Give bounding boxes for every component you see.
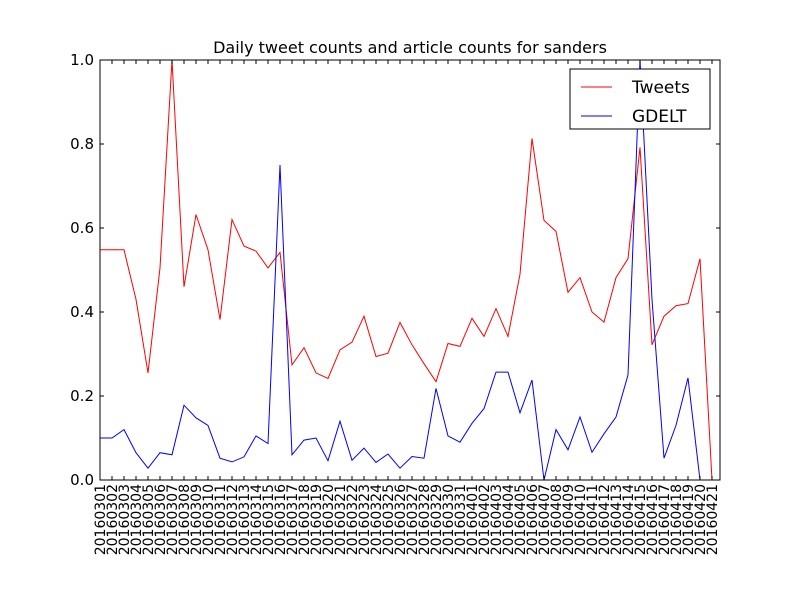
x-tick-label: 20160410 xyxy=(573,484,589,555)
x-tick-label: 20160412 xyxy=(597,484,613,555)
x-tick-label: 20160309 xyxy=(189,484,205,555)
x-tick-label: 20160420 xyxy=(693,484,709,555)
x-tick-label: 20160319 xyxy=(309,484,325,555)
x-tick-label: 20160304 xyxy=(129,484,145,555)
x-tick-label: 20160419 xyxy=(681,484,697,555)
x-tick-label: 20160329 xyxy=(429,484,445,555)
x-tick-label: 20160320 xyxy=(321,484,337,555)
x-tick-label: 20160301 xyxy=(93,484,109,555)
x-tick-label: 20160305 xyxy=(141,484,157,555)
x-tick-label: 20160331 xyxy=(453,484,469,555)
x-tick-label: 20160417 xyxy=(657,484,673,555)
x-tick-label: 20160403 xyxy=(489,484,505,555)
x-tick-label: 20160303 xyxy=(117,484,133,555)
x-tick-label: 20160313 xyxy=(237,484,253,555)
x-tick-label: 20160322 xyxy=(345,484,361,555)
x-tick-label: 20160415 xyxy=(633,484,649,555)
x-tick-label: 20160312 xyxy=(225,484,241,555)
x-tick-label: 20160416 xyxy=(645,484,661,555)
x-tick-label: 20160317 xyxy=(285,484,301,555)
x-tick-label: 20160310 xyxy=(201,484,217,555)
x-tick-label: 20160302 xyxy=(105,484,121,555)
x-tick-label: 20160316 xyxy=(273,484,289,555)
series-line-gdelt xyxy=(100,59,712,481)
x-tick-label: 20160327 xyxy=(405,484,421,555)
x-tick-label: 20160413 xyxy=(609,484,625,555)
x-tick-label: 20160326 xyxy=(393,484,409,555)
x-tick-label: 20160325 xyxy=(381,484,397,555)
chart-title: Daily tweet counts and article counts fo… xyxy=(213,38,607,57)
x-tick-label: 20160411 xyxy=(585,484,601,555)
x-tick-label: 20160311 xyxy=(213,484,229,555)
x-tick-label: 20160404 xyxy=(501,484,517,555)
x-tick-label: 20160306 xyxy=(153,484,169,555)
y-tick-label: 0.4 xyxy=(70,303,94,321)
x-tick-label: 20160323 xyxy=(357,484,373,555)
legend: Tweets GDELT xyxy=(569,68,711,130)
x-tick-label: 20160418 xyxy=(669,484,685,555)
legend-label: Tweets xyxy=(631,78,690,98)
x-tick-label: 20160414 xyxy=(621,484,637,555)
y-tick-label: 0.2 xyxy=(70,387,94,405)
series-line-tweets xyxy=(100,59,713,481)
y-tick-label: 0.0 xyxy=(70,471,94,489)
y-tick-label: 1.0 xyxy=(70,51,94,69)
x-tick-label: 20160330 xyxy=(441,484,457,555)
x-tick-label: 20160307 xyxy=(165,484,181,555)
x-tick-label: 20160318 xyxy=(297,484,313,555)
x-tick-label: 20160407 xyxy=(537,484,553,555)
x-tick-label: 20160402 xyxy=(477,484,493,555)
y-tick-label: 0.6 xyxy=(70,219,94,237)
x-tick-label: 20160328 xyxy=(417,484,433,555)
x-tick-label: 20160321 xyxy=(333,484,349,555)
x-tick-label: 20160406 xyxy=(525,484,541,555)
x-tick-label: 20160314 xyxy=(249,484,265,555)
x-tick-label: 20160401 xyxy=(465,484,481,555)
x-tick-label: 20160408 xyxy=(549,484,565,555)
x-tick-label: 20160308 xyxy=(177,484,193,555)
plot-lines xyxy=(100,59,713,481)
x-axis: 2016030120160302201603032016030420160305… xyxy=(93,60,721,555)
y-tick-label: 0.8 xyxy=(70,135,94,153)
x-tick-label: 20160315 xyxy=(261,484,277,555)
legend-box xyxy=(569,68,711,130)
x-tick-label: 20160409 xyxy=(561,484,577,555)
plot-frame xyxy=(99,59,721,481)
x-tick-label: 20160405 xyxy=(513,484,529,555)
x-tick-label: 20160324 xyxy=(369,484,385,555)
legend-label: GDELT xyxy=(632,107,687,127)
x-tick-label: 20160421 xyxy=(705,484,721,555)
y-axis: 0.0 0.2 0.4 0.6 0.8 1.0 xyxy=(70,51,720,489)
